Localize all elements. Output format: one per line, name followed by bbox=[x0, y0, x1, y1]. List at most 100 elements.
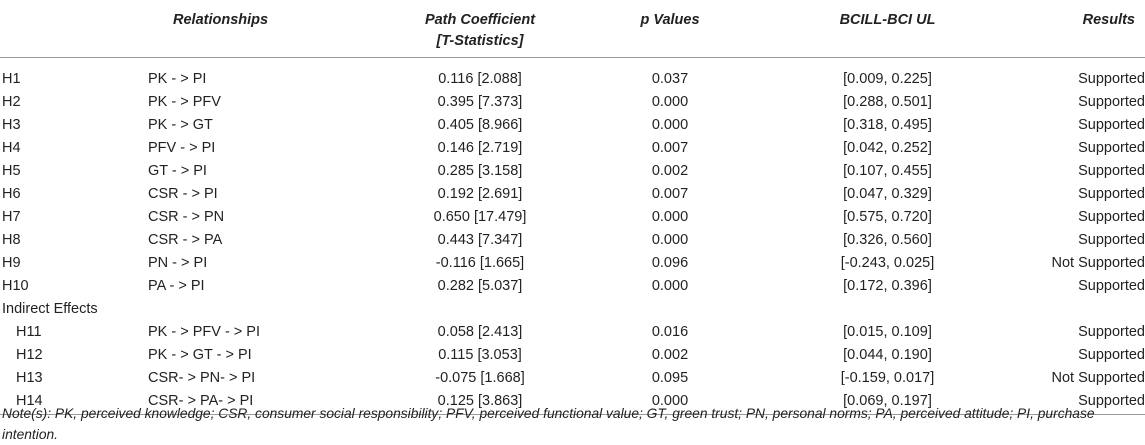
header-ci: BCILL-BCI UL bbox=[770, 0, 1005, 58]
cell-confidence-interval: [0.107, 0.455] bbox=[843, 163, 932, 179]
cell-result: Supported bbox=[1078, 117, 1145, 133]
cell-relationship: PN - > PI bbox=[148, 255, 208, 271]
cell-path-coefficient: 0.146 [2.719] bbox=[437, 140, 523, 156]
cell-result: Supported bbox=[1078, 232, 1145, 248]
cell-relationship: PK - > PI bbox=[148, 71, 207, 87]
header-results: Results bbox=[1005, 0, 1145, 58]
header-id bbox=[0, 0, 148, 58]
cell-confidence-interval: [0.009, 0.225] bbox=[843, 71, 932, 87]
cell-hypothesis: H1 bbox=[2, 71, 21, 87]
group-row-indirect: Indirect Effects bbox=[0, 298, 1145, 321]
cell-confidence-interval: [0.318, 0.495] bbox=[843, 117, 932, 133]
header-path-line1: Path Coefficient bbox=[424, 12, 536, 28]
cell-path-coefficient: -0.116 [1.665] bbox=[435, 255, 525, 271]
cell-result: Not Supported bbox=[1051, 370, 1145, 386]
table-row: H8 CSR - > PA 0.443 [7.347] 0.000 [0.326, 0.… bbox=[0, 229, 1145, 252]
cell-path-coefficient: 0.282 [5.037] bbox=[437, 278, 523, 294]
cell-relationship: PK - > PFV - > PI bbox=[148, 324, 261, 340]
header-p-values: p Values bbox=[570, 0, 770, 58]
cell-confidence-interval: [0.288, 0.501] bbox=[843, 94, 932, 110]
table-row: H3 PK - > GT 0.405 [8.966] 0.000 [0.318, 0.4… bbox=[0, 114, 1145, 137]
cell-p-value: 0.007 bbox=[651, 140, 689, 156]
cell-confidence-interval: [0.042, 0.252] bbox=[843, 140, 932, 156]
cell-relationship: PK - > PFV bbox=[148, 94, 221, 110]
cell-result: Supported bbox=[1078, 94, 1145, 110]
indirect-effects-label: Indirect Effects bbox=[2, 301, 98, 317]
cell-p-value: 0.000 bbox=[651, 94, 689, 110]
cell-result: Supported bbox=[1078, 209, 1145, 225]
table-row: H6 CSR - > PI 0.192 [2.691] 0.007 [0.047, 0.… bbox=[0, 183, 1145, 206]
cell-confidence-interval: [0.172, 0.396] bbox=[843, 278, 932, 294]
cell-hypothesis: H14 bbox=[0, 390, 148, 415]
table-body: H1 PK - > PI 0.116 [2.088] 0.037 [0.009, 0.2… bbox=[0, 58, 1145, 415]
cell-confidence-interval: [0.069, 0.197] bbox=[770, 390, 1005, 415]
cell-confidence-interval: [0.575, 0.720] bbox=[843, 209, 932, 225]
table-row: H5 GT - > PI 0.285 [3.158] 0.002 [0.107, 0.4… bbox=[0, 160, 1145, 183]
cell-result: Supported bbox=[1078, 163, 1145, 179]
table-note: Note(s): PK, perceived knowledge; CSR, c… bbox=[2, 406, 1095, 442]
cell-confidence-interval: [0.047, 0.329] bbox=[843, 186, 932, 202]
cell-confidence-interval: [0.326, 0.560] bbox=[843, 232, 932, 248]
cell-hypothesis: H9 bbox=[2, 255, 21, 271]
cell-result: Supported bbox=[1078, 71, 1145, 87]
cell-relationship: PA - > PI bbox=[148, 278, 205, 294]
cell-relationship: CSR - > PA bbox=[148, 232, 223, 248]
cell-relationship: PK - > GT bbox=[148, 117, 213, 133]
table-row: H4 PFV - > PI 0.146 [2.719] 0.007 [0.042, 0.… bbox=[0, 137, 1145, 160]
cell-confidence-interval: [0.015, 0.109] bbox=[843, 324, 932, 340]
cell-result: Not Supported bbox=[1051, 255, 1145, 271]
cell-result: Supported bbox=[1078, 278, 1145, 294]
table-row: H9 PN - > PI -0.116 [1.665] 0.096 [-0.243, 0… bbox=[0, 252, 1145, 275]
table-row: H10 PA - > PI 0.282 [5.037] 0.000 [0.172, 0.… bbox=[0, 275, 1145, 298]
cell-path-coefficient: 0.115 [3.053] bbox=[438, 347, 522, 363]
cell-relationship: PFV - > PI bbox=[148, 140, 216, 156]
cell-path-coefficient: -0.075 [1.668] bbox=[435, 370, 525, 386]
cell-hypothesis: H2 bbox=[2, 94, 21, 110]
results-table: Relationships Path Coefficient [T-Statis… bbox=[0, 0, 1145, 415]
cell-p-value: 0.000 bbox=[651, 117, 689, 133]
cell-path-coefficient: 0.405 [8.966] bbox=[437, 117, 523, 133]
cell-p-value: 0.002 bbox=[651, 347, 689, 363]
cell-p-value: 0.096 bbox=[651, 255, 689, 271]
table-row: H11 PK - > PFV - > PI 0.058 [2.413] 0.016 [0… bbox=[0, 321, 1145, 344]
cell-hypothesis: H12 bbox=[16, 347, 43, 363]
cell-relationship: CSR- > PA- > PI bbox=[148, 390, 370, 415]
cell-hypothesis: H6 bbox=[2, 186, 21, 202]
cell-p-value: 0.000 bbox=[570, 390, 770, 415]
cell-p-value: 0.016 bbox=[651, 324, 689, 340]
cell-hypothesis: H3 bbox=[2, 117, 21, 133]
cell-result: Supported bbox=[1078, 347, 1145, 363]
cell-p-value: 0.007 bbox=[651, 186, 689, 202]
cell-p-value: 0.037 bbox=[651, 71, 689, 87]
cell-hypothesis: H11 bbox=[16, 324, 42, 340]
table-row: H12 PK - > GT - > PI 0.115 [3.053] 0.002 [0.… bbox=[0, 344, 1145, 367]
table-row: H1 PK - > PI 0.116 [2.088] 0.037 [0.009, 0.2… bbox=[0, 58, 1145, 92]
cell-hypothesis: H13 bbox=[16, 370, 43, 386]
table-row: H7 CSR - > PN 0.650 [17.479] 0.000 [0.575, 0… bbox=[0, 206, 1145, 229]
cell-p-value: 0.095 bbox=[651, 370, 689, 386]
cell-path-coefficient: 0.116 [2.088] bbox=[438, 71, 522, 87]
cell-hypothesis: H7 bbox=[2, 209, 21, 225]
cell-result: Supported bbox=[1078, 324, 1145, 340]
cell-path-coefficient: 0.125 [3.863] bbox=[370, 390, 570, 415]
cell-p-value: 0.002 bbox=[651, 163, 689, 179]
cell-relationship: GT - > PI bbox=[148, 163, 207, 179]
cell-path-coefficient: 0.395 [7.373] bbox=[437, 94, 523, 110]
cell-path-coefficient: 0.058 [2.413] bbox=[437, 324, 523, 340]
cell-hypothesis: H4 bbox=[2, 140, 21, 156]
cell-p-value: 0.000 bbox=[651, 209, 689, 225]
table-row: H13 CSR- > PN- > PI -0.075 [1.668] 0.095 [-0… bbox=[0, 367, 1145, 390]
cell-confidence-interval: [-0.159, 0.017] bbox=[840, 370, 935, 386]
header-relationships: Relationships bbox=[148, 0, 370, 58]
cell-confidence-interval: [0.044, 0.190] bbox=[843, 347, 932, 363]
cell-hypothesis: H8 bbox=[2, 232, 21, 248]
cell-path-coefficient: 0.443 [7.347] bbox=[437, 232, 523, 248]
cell-relationship: PK - > GT - > PI bbox=[148, 347, 252, 363]
cell-confidence-interval: [-0.243, 0.025] bbox=[840, 255, 935, 271]
cell-path-coefficient: 0.192 [2.691] bbox=[437, 186, 523, 202]
table-row: H2 PK - > PFV 0.395 [7.373] 0.000 [0.288, 0.… bbox=[0, 91, 1145, 114]
cell-hypothesis: H10 bbox=[2, 278, 29, 294]
table-header: Relationships Path Coefficient [T-Statis… bbox=[0, 0, 1145, 58]
cell-result: Supported bbox=[1078, 140, 1145, 156]
